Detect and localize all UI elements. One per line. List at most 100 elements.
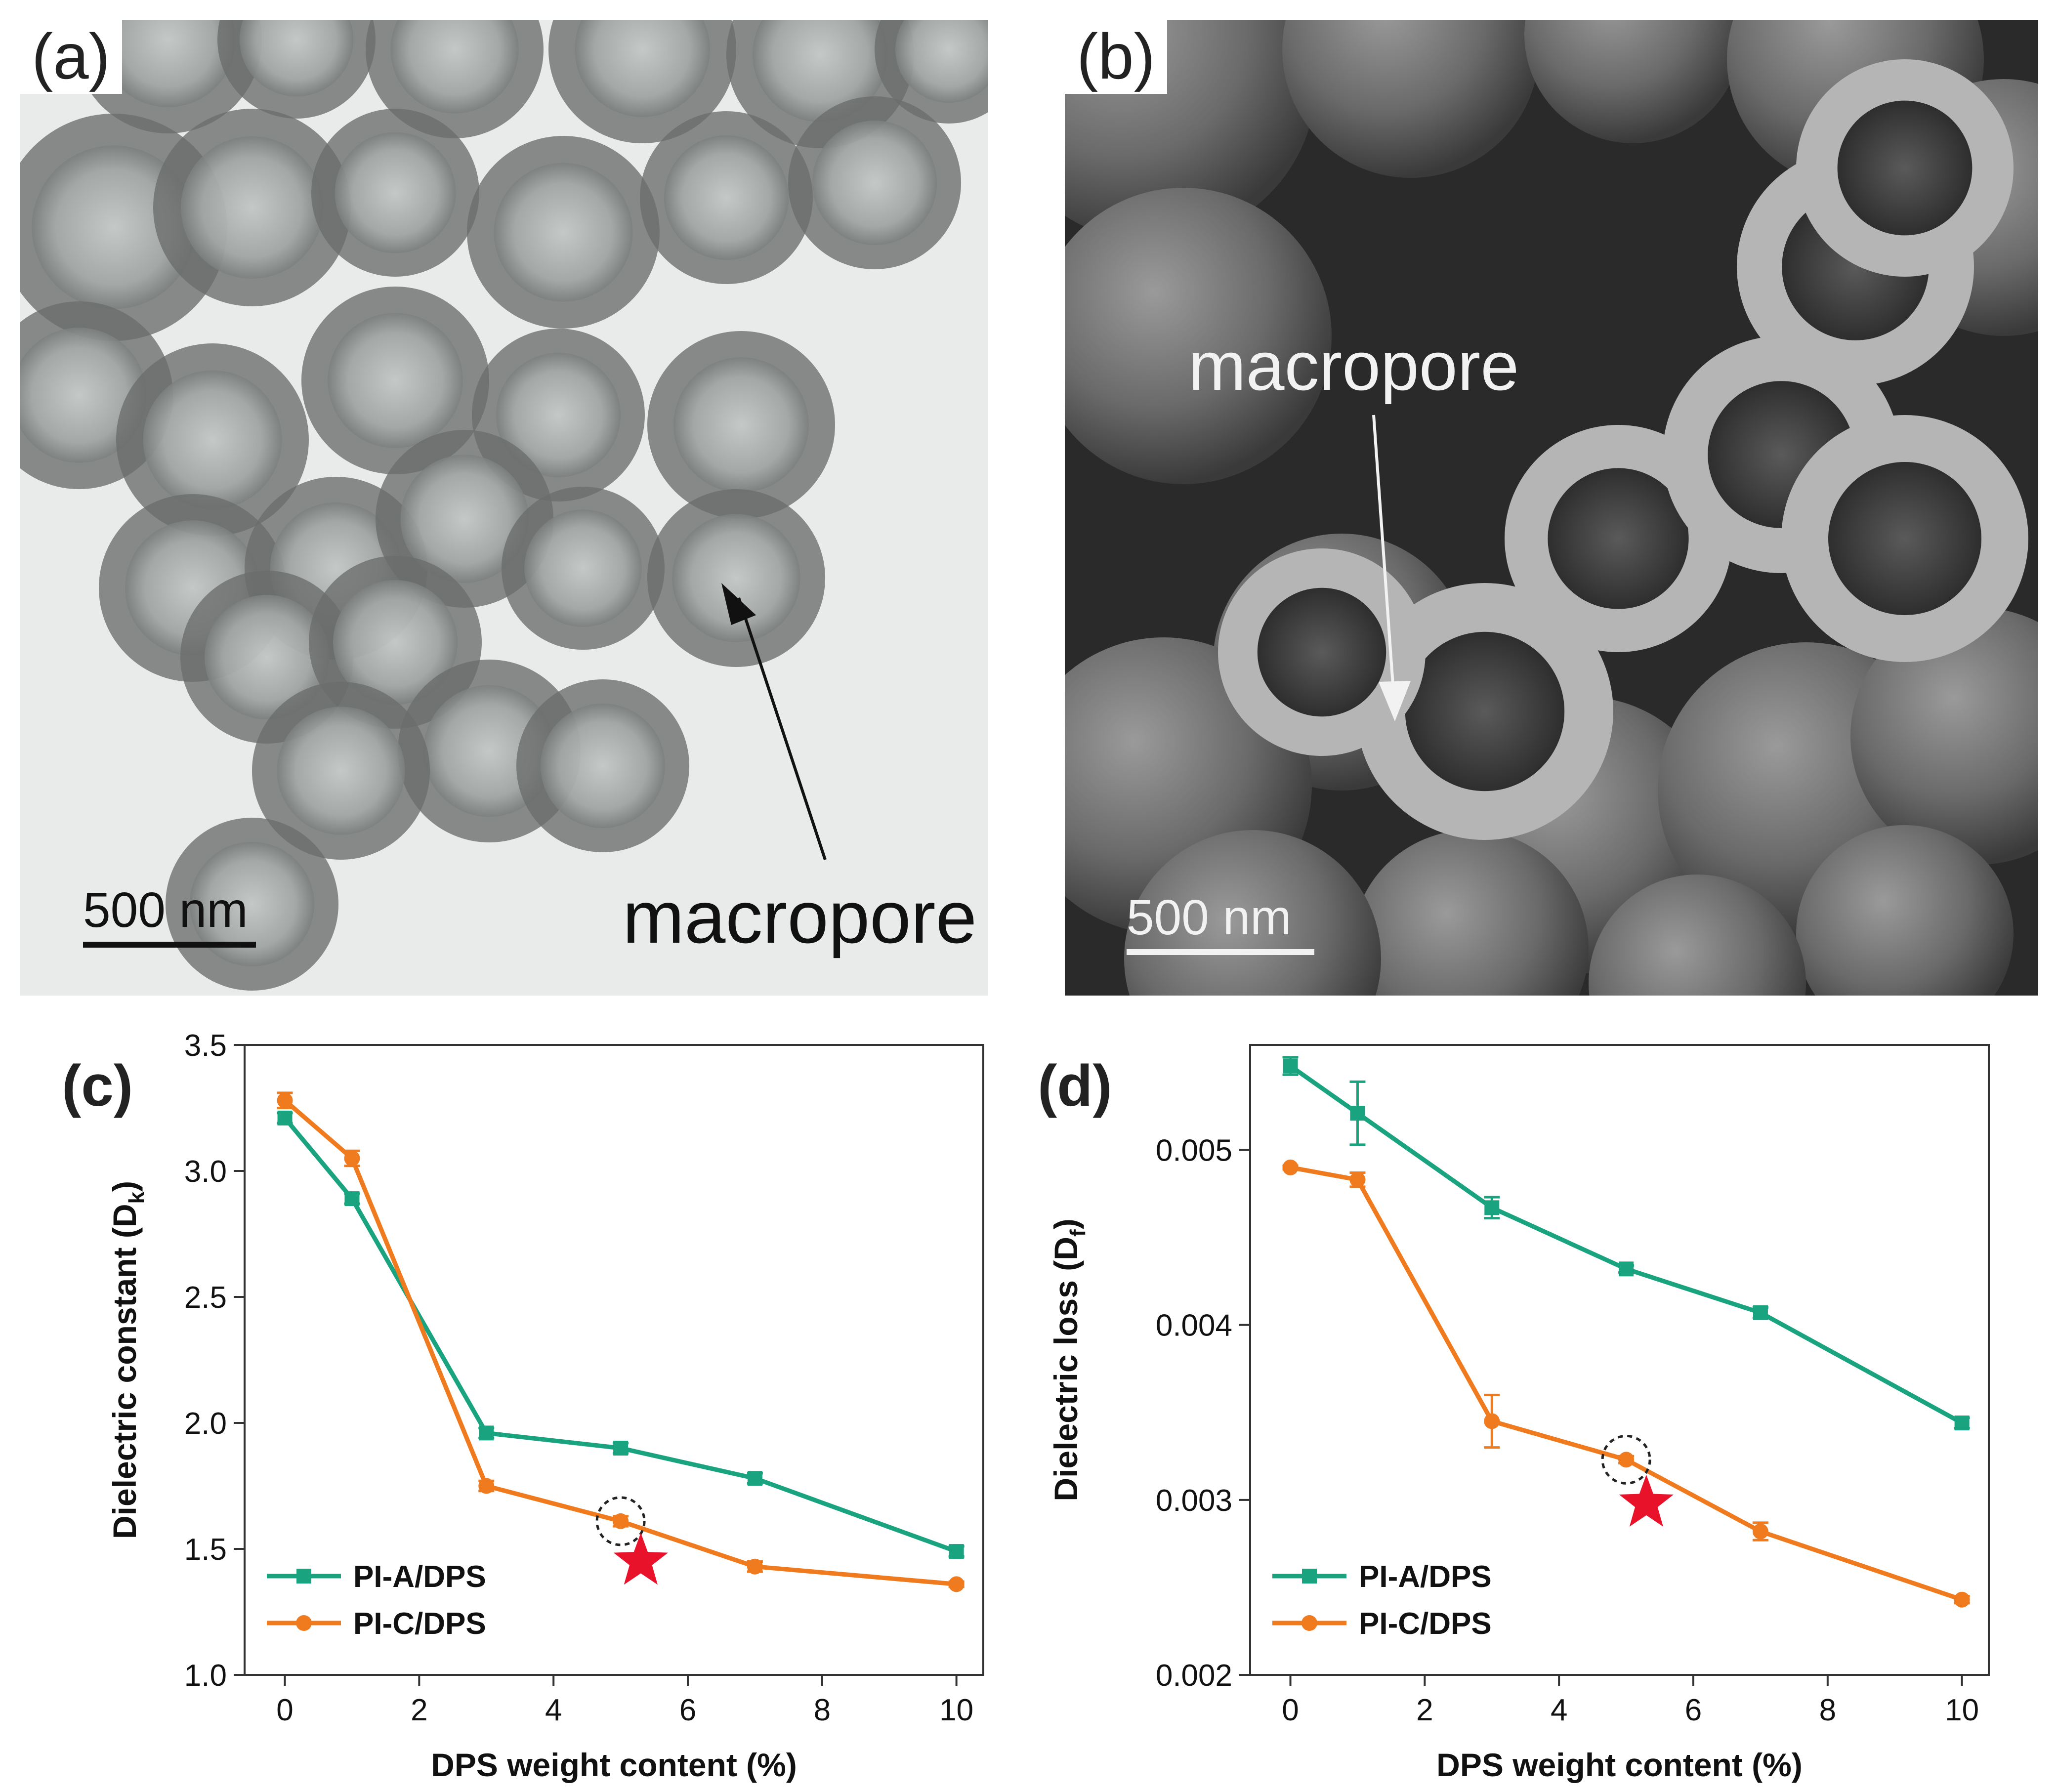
- tem-sphere-core: [205, 595, 329, 719]
- data-point-square: [1484, 1200, 1500, 1215]
- panel-a-label: (a): [20, 20, 122, 94]
- series-line: [1290, 1165, 1963, 1602]
- tem-sphere: [548, 20, 736, 143]
- x-tick-label: 0: [1282, 1693, 1299, 1727]
- tem-sphere-core: [524, 509, 642, 627]
- sem-hollow-sphere: [1781, 415, 2028, 662]
- scale-bar-line: [83, 942, 256, 948]
- data-point-square: [1954, 1416, 1970, 1430]
- x-axis-label: DPS weight content (%): [431, 1747, 797, 1783]
- x-tick-label: 10: [1945, 1693, 1979, 1727]
- panel-a: (a) 500 nm macropore: [20, 20, 988, 996]
- plot-frame: [244, 1044, 984, 1676]
- data-point-circle: [1282, 1159, 1299, 1175]
- sem-shell-opening: [1405, 631, 1565, 792]
- legend-marker-circle: [1301, 1615, 1317, 1631]
- tem-sphere-core: [664, 135, 789, 260]
- tem-sphere: [366, 20, 544, 138]
- y-tick-label: 3.5: [184, 1029, 227, 1063]
- data-point-square: [1283, 1058, 1298, 1074]
- scale-bar-text: 500 nm: [83, 882, 248, 938]
- y-axis-label: Dielectric constant (Dk): [106, 1181, 149, 1539]
- tem-sphere-core: [32, 145, 196, 309]
- tem-sphere: [516, 679, 689, 852]
- sem-micrograph: [1065, 20, 2038, 996]
- tem-sphere-core: [333, 580, 458, 705]
- star-marker: [613, 1533, 669, 1585]
- sem-shell-opening: [1837, 100, 1973, 236]
- data-point-circle: [277, 1092, 293, 1109]
- panel-b-macropore-label: macropore: [1188, 327, 1519, 405]
- x-axis-label: DPS weight content (%): [1436, 1747, 1803, 1783]
- y-axis-label-end: ): [106, 1181, 143, 1192]
- legend-label: PI-A/DPS: [1359, 1560, 1492, 1594]
- data-point-square: [479, 1425, 494, 1441]
- legend-label: PI-A/DPS: [353, 1560, 486, 1594]
- y-axis-label-main: Dielectric loss (D: [1048, 1237, 1084, 1501]
- star-marker: [1619, 1474, 1674, 1527]
- data-point-circle: [1484, 1413, 1500, 1429]
- dielectric-constant-chart: 0 2 4 6 8 10 1.0 1.5 2.0 2.5 3.0 3.5 DPS weight cont…: [106, 1029, 984, 1783]
- tem-sphere-core: [400, 455, 529, 583]
- y-axis-label-subscript: k: [125, 1191, 149, 1204]
- plot-frame: [1249, 1044, 1990, 1676]
- y-axis-label-subscript: f: [1066, 1229, 1090, 1237]
- tem-sphere: [311, 109, 479, 277]
- x-tick-label: 4: [545, 1693, 562, 1727]
- tem-sphere-core: [672, 514, 800, 642]
- data-point-circle: [478, 1478, 495, 1494]
- tem-sphere-core: [143, 370, 282, 509]
- y-tick-label: 2.0: [184, 1407, 227, 1441]
- data-point-square: [613, 1441, 629, 1456]
- tem-sphere: [252, 682, 430, 860]
- series-line: [283, 1098, 957, 1586]
- data-point-square: [1619, 1261, 1634, 1277]
- sem-sphere: [1589, 875, 1806, 996]
- data-point-square: [1350, 1106, 1365, 1121]
- tem-sphere: [301, 287, 489, 474]
- sem-spheres: [1065, 20, 2038, 996]
- tem-sphere-core: [390, 20, 519, 114]
- x-tick-label: 4: [1551, 1693, 1567, 1727]
- tem-sphere: [647, 331, 835, 519]
- tem-sphere: [153, 109, 351, 306]
- panel-b-scale-bar: 500 nm: [1127, 889, 1314, 955]
- tem-sphere-core: [496, 353, 621, 477]
- tem-sphere-core: [190, 842, 314, 966]
- panel-d-label: (d): [1038, 1053, 1112, 1119]
- panel-a-scale-bar: 500 nm: [83, 882, 256, 948]
- data-point-circle: [747, 1558, 763, 1575]
- y-tick-label: 2.5: [184, 1281, 227, 1315]
- tem-sphere-core: [673, 357, 809, 493]
- highlight-circle: [1601, 1434, 1651, 1485]
- sem-sphere: [1065, 188, 1332, 484]
- data-point-square: [344, 1191, 360, 1207]
- tem-sphere-core: [753, 20, 888, 122]
- x-tick-label: 6: [1685, 1693, 1702, 1727]
- legend-label: PI-C/DPS: [353, 1607, 486, 1641]
- data-point-square: [949, 1544, 964, 1559]
- tem-sphere-core: [812, 121, 937, 245]
- tem-sphere-core: [239, 20, 354, 97]
- sem-hollow-sphere: [1796, 59, 2014, 277]
- tem-sphere: [502, 487, 665, 650]
- tem-sphere: [647, 489, 825, 667]
- tem-sphere-core: [328, 313, 463, 448]
- sem-sphere: [1796, 825, 2014, 996]
- tem-spheres: [20, 20, 988, 991]
- x-tick-label: 8: [814, 1693, 831, 1727]
- tem-sphere-core: [181, 136, 323, 279]
- series-line: [1289, 1064, 1963, 1425]
- sem-hollow-sphere: [1218, 548, 1426, 756]
- sem-shell-opening: [1548, 468, 1689, 609]
- tem-sphere: [640, 111, 813, 284]
- data-point-circle: [1954, 1591, 1970, 1608]
- sem-sphere: [1850, 608, 2038, 865]
- y-axis-label-end: ): [1048, 1218, 1084, 1229]
- legend-marker-square: [1302, 1569, 1317, 1584]
- tem-sphere-core: [335, 132, 456, 253]
- tem-sphere: [217, 20, 376, 119]
- y-tick-label: 3.0: [184, 1155, 227, 1189]
- panel-a-arrow: [721, 583, 827, 860]
- y-tick-label: 1.5: [184, 1533, 227, 1567]
